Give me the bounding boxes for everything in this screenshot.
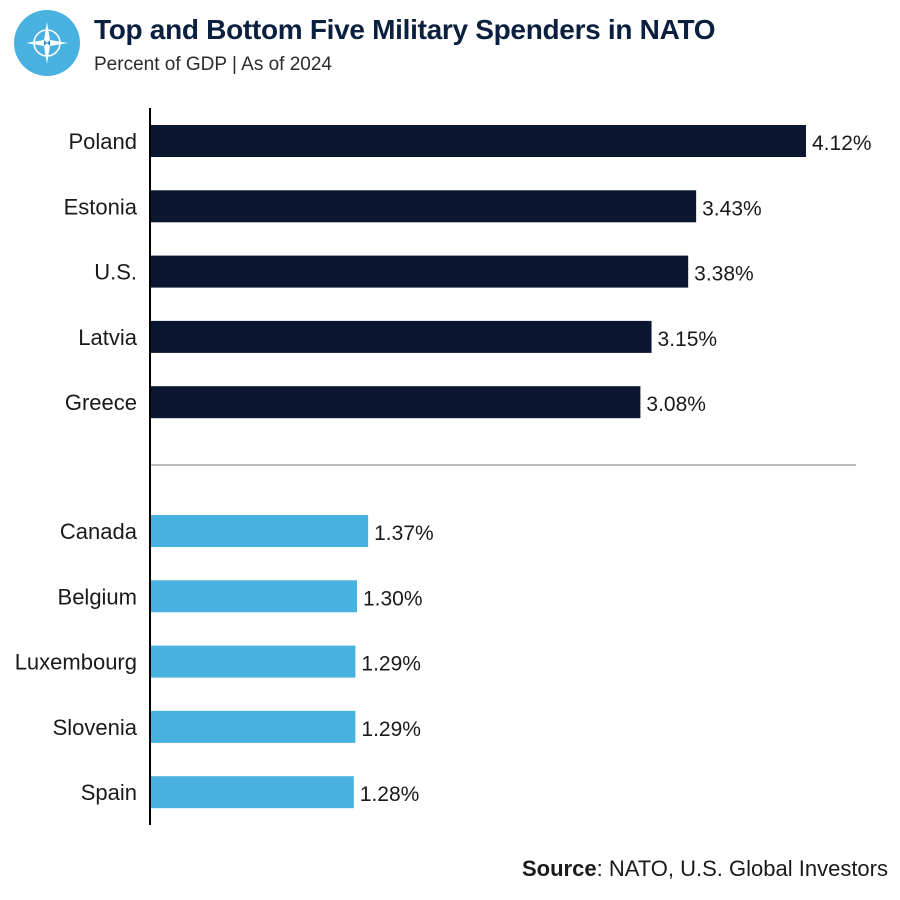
value-label-greece: 3.08% <box>646 393 706 416</box>
value-label-u-s: 3.38% <box>694 263 754 286</box>
bar-u-s <box>150 255 689 288</box>
source-text: : NATO, U.S. Global Investors <box>596 856 888 881</box>
source-note: Source: NATO, U.S. Global Investors <box>522 856 888 882</box>
value-label-canada: 1.37% <box>374 522 434 545</box>
bar-spain <box>150 776 354 809</box>
value-label-estonia: 3.43% <box>702 197 762 220</box>
category-label-greece: Greece <box>65 390 137 415</box>
source-label: Source <box>522 856 597 881</box>
value-label-spain: 1.28% <box>360 783 420 806</box>
value-label-belgium: 1.30% <box>363 587 423 610</box>
value-label-poland: 4.12% <box>812 132 872 155</box>
value-label-latvia: 3.15% <box>658 328 718 351</box>
bar-luxembourg <box>150 645 356 678</box>
bar-greece <box>150 386 641 419</box>
category-label-poland: Poland <box>68 129 137 154</box>
value-label-slovenia: 1.29% <box>361 718 421 741</box>
bar-slovenia <box>150 710 356 743</box>
category-label-u-s: U.S. <box>94 260 137 285</box>
bar-latvia <box>150 320 652 353</box>
bar-belgium <box>150 580 357 613</box>
value-label-luxembourg: 1.29% <box>361 653 421 676</box>
category-label-belgium: Belgium <box>58 584 137 609</box>
category-label-estonia: Estonia <box>64 194 138 219</box>
nato-compass-icon <box>14 10 80 76</box>
chart-title: Top and Bottom Five Military Spenders in… <box>94 14 716 45</box>
category-label-luxembourg: Luxembourg <box>15 650 137 675</box>
category-label-spain: Spain <box>81 780 137 805</box>
category-label-slovenia: Slovenia <box>53 715 138 740</box>
bar-poland <box>150 125 806 157</box>
category-label-latvia: Latvia <box>78 325 137 350</box>
category-label-canada: Canada <box>60 519 138 544</box>
chart-header: Top and Bottom Five Military Spenders in… <box>14 10 884 80</box>
chart-subtitle: Percent of GDP | As of 2024 <box>94 54 333 75</box>
bar-canada <box>150 515 369 547</box>
bar-estonia <box>150 190 697 223</box>
